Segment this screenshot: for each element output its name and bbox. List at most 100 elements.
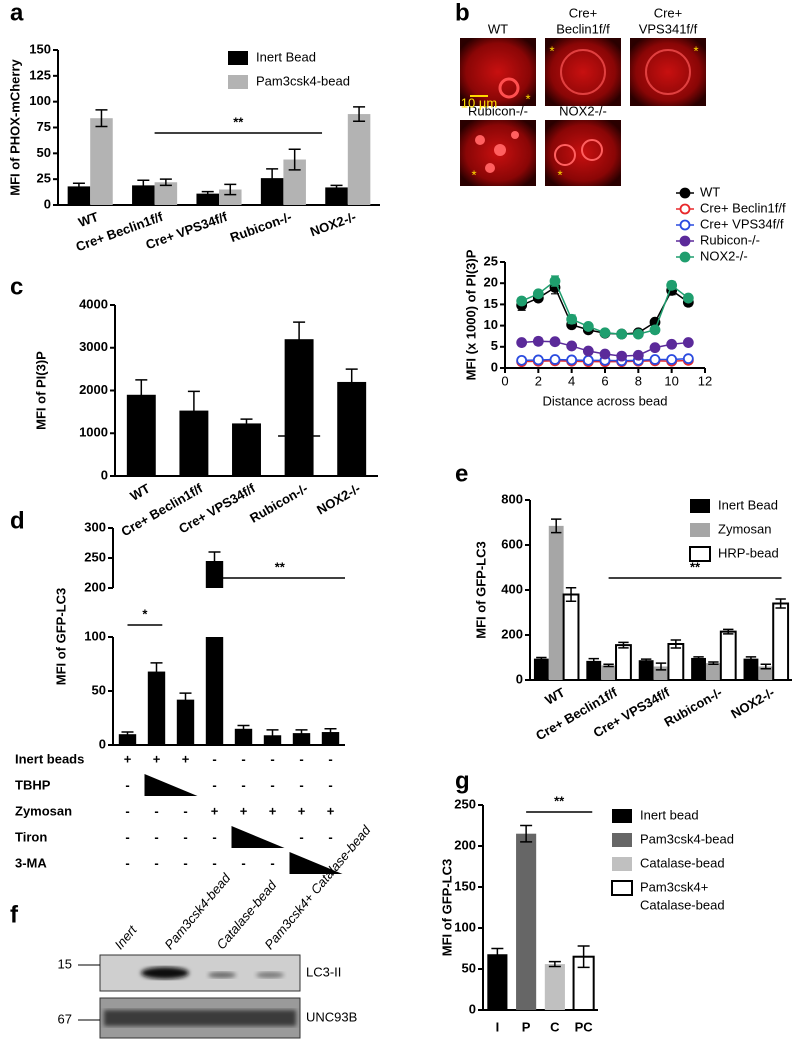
condition-mark: -: [270, 855, 274, 870]
condition-mark: +: [211, 803, 219, 818]
legend-label: Pam3csk4-bead: [256, 73, 350, 88]
bead: [581, 139, 603, 161]
y-axis-label: MFI of PHOX-mCherry: [7, 58, 22, 195]
panel-label: f: [10, 901, 19, 928]
bead: [645, 49, 691, 95]
y-tick-label: 0: [491, 359, 498, 374]
asterisk: *: [471, 167, 476, 182]
error-bar: [565, 587, 577, 602]
condition-mark: -: [299, 751, 303, 766]
x-tick-label: 6: [601, 373, 608, 388]
y-tick-label: 100: [29, 93, 51, 108]
bar: [118, 734, 137, 745]
legend-swatch: [228, 51, 248, 65]
bar: [544, 964, 565, 1010]
error-bar: [723, 628, 734, 635]
bar: [758, 666, 774, 680]
gradient-triangle: [144, 774, 198, 796]
error-bar: [551, 518, 562, 534]
condition-mark: -: [125, 803, 129, 818]
error-bar: [345, 368, 358, 396]
error-bar: [330, 184, 343, 191]
bar: [337, 381, 367, 476]
error-bar: [775, 598, 786, 609]
legend-label: Zymosan: [718, 521, 771, 536]
condition-mark: -: [241, 751, 245, 766]
condition-mark: +: [269, 803, 277, 818]
x-tick-label: WT: [76, 209, 100, 230]
x-tick-label: Rubicon-/-: [228, 209, 294, 245]
y-tick-label: 4000: [79, 296, 108, 311]
error-bar: [520, 824, 533, 843]
bar: [691, 657, 706, 680]
data-point: [566, 313, 578, 325]
error-bar: [655, 662, 667, 671]
bar: [772, 602, 790, 681]
legend-marker: [679, 187, 691, 199]
y-axis-label: MFI of PI(3)P: [33, 351, 48, 430]
condition-mark: -: [328, 829, 332, 844]
bar: [219, 189, 242, 205]
data-point: [682, 337, 694, 348]
bead: [560, 49, 606, 95]
y-tick-label: 300: [84, 519, 106, 534]
y-tick-label: 125: [29, 67, 51, 82]
micrograph-label: Cre+: [569, 5, 598, 20]
condition-mark: -: [183, 803, 187, 818]
y-axis-label: MFI (x 1000) of PI(3)P: [463, 249, 478, 380]
condition-mark: -: [125, 855, 129, 870]
data-point: [632, 328, 644, 340]
legend-swatch: [689, 546, 711, 562]
error-bar: [137, 179, 150, 192]
condition-mark: -: [299, 777, 303, 792]
legend-label: Rubicon-/-: [700, 232, 760, 247]
condition-mark: -: [154, 829, 158, 844]
bar: [615, 644, 632, 681]
data-point: [566, 340, 578, 352]
data-point: [682, 353, 694, 365]
error-bar: [548, 960, 561, 968]
error-bar: [618, 641, 629, 649]
bar: [638, 660, 654, 680]
bar: [743, 658, 759, 680]
x-tick-label: WT: [128, 481, 153, 504]
x-tick-label: NOX2-/-: [308, 209, 358, 239]
vesicle: [485, 163, 495, 173]
y-tick-label: 200: [454, 837, 476, 852]
y-tick-label: 200: [501, 626, 523, 641]
bar: [548, 525, 564, 680]
gradient-triangle: [231, 826, 285, 848]
micrograph-label: VPS341f/f: [639, 21, 698, 36]
bar: [586, 660, 602, 680]
x-tick-label: C: [550, 1019, 560, 1034]
y-tick-label: 0: [101, 467, 108, 482]
data-point: [682, 292, 694, 304]
x-tick-label: 2: [535, 373, 542, 388]
panel-label: a: [10, 0, 24, 26]
error-bar: [670, 639, 682, 649]
y-tick-label: 0: [44, 196, 51, 211]
bar: [284, 339, 314, 476]
data-point: [549, 275, 561, 287]
error-bar: [135, 379, 148, 411]
y-tick-label: 15: [484, 296, 498, 311]
panel-label: c: [10, 273, 23, 300]
x-tick-label: 12: [698, 373, 712, 388]
legend-label: Pam3csk4-bead: [640, 831, 734, 846]
mw-marker: 67: [58, 1011, 72, 1026]
bar: [260, 178, 284, 205]
legend-label: Cre+ VPS34f/f: [700, 216, 784, 231]
legend-swatch: [612, 857, 632, 871]
bar: [705, 663, 721, 680]
y-tick-label: 0: [469, 1001, 476, 1016]
y-tick-label: 200: [84, 579, 106, 594]
legend-label: WT: [700, 184, 720, 199]
mw-marker: 15: [58, 956, 72, 971]
bar: [154, 182, 178, 205]
data-point: [649, 324, 661, 336]
vesicle: [511, 131, 519, 139]
micrograph: [545, 38, 621, 106]
bead: [498, 77, 520, 99]
bar: [516, 833, 537, 1010]
vesicle: [475, 135, 485, 145]
